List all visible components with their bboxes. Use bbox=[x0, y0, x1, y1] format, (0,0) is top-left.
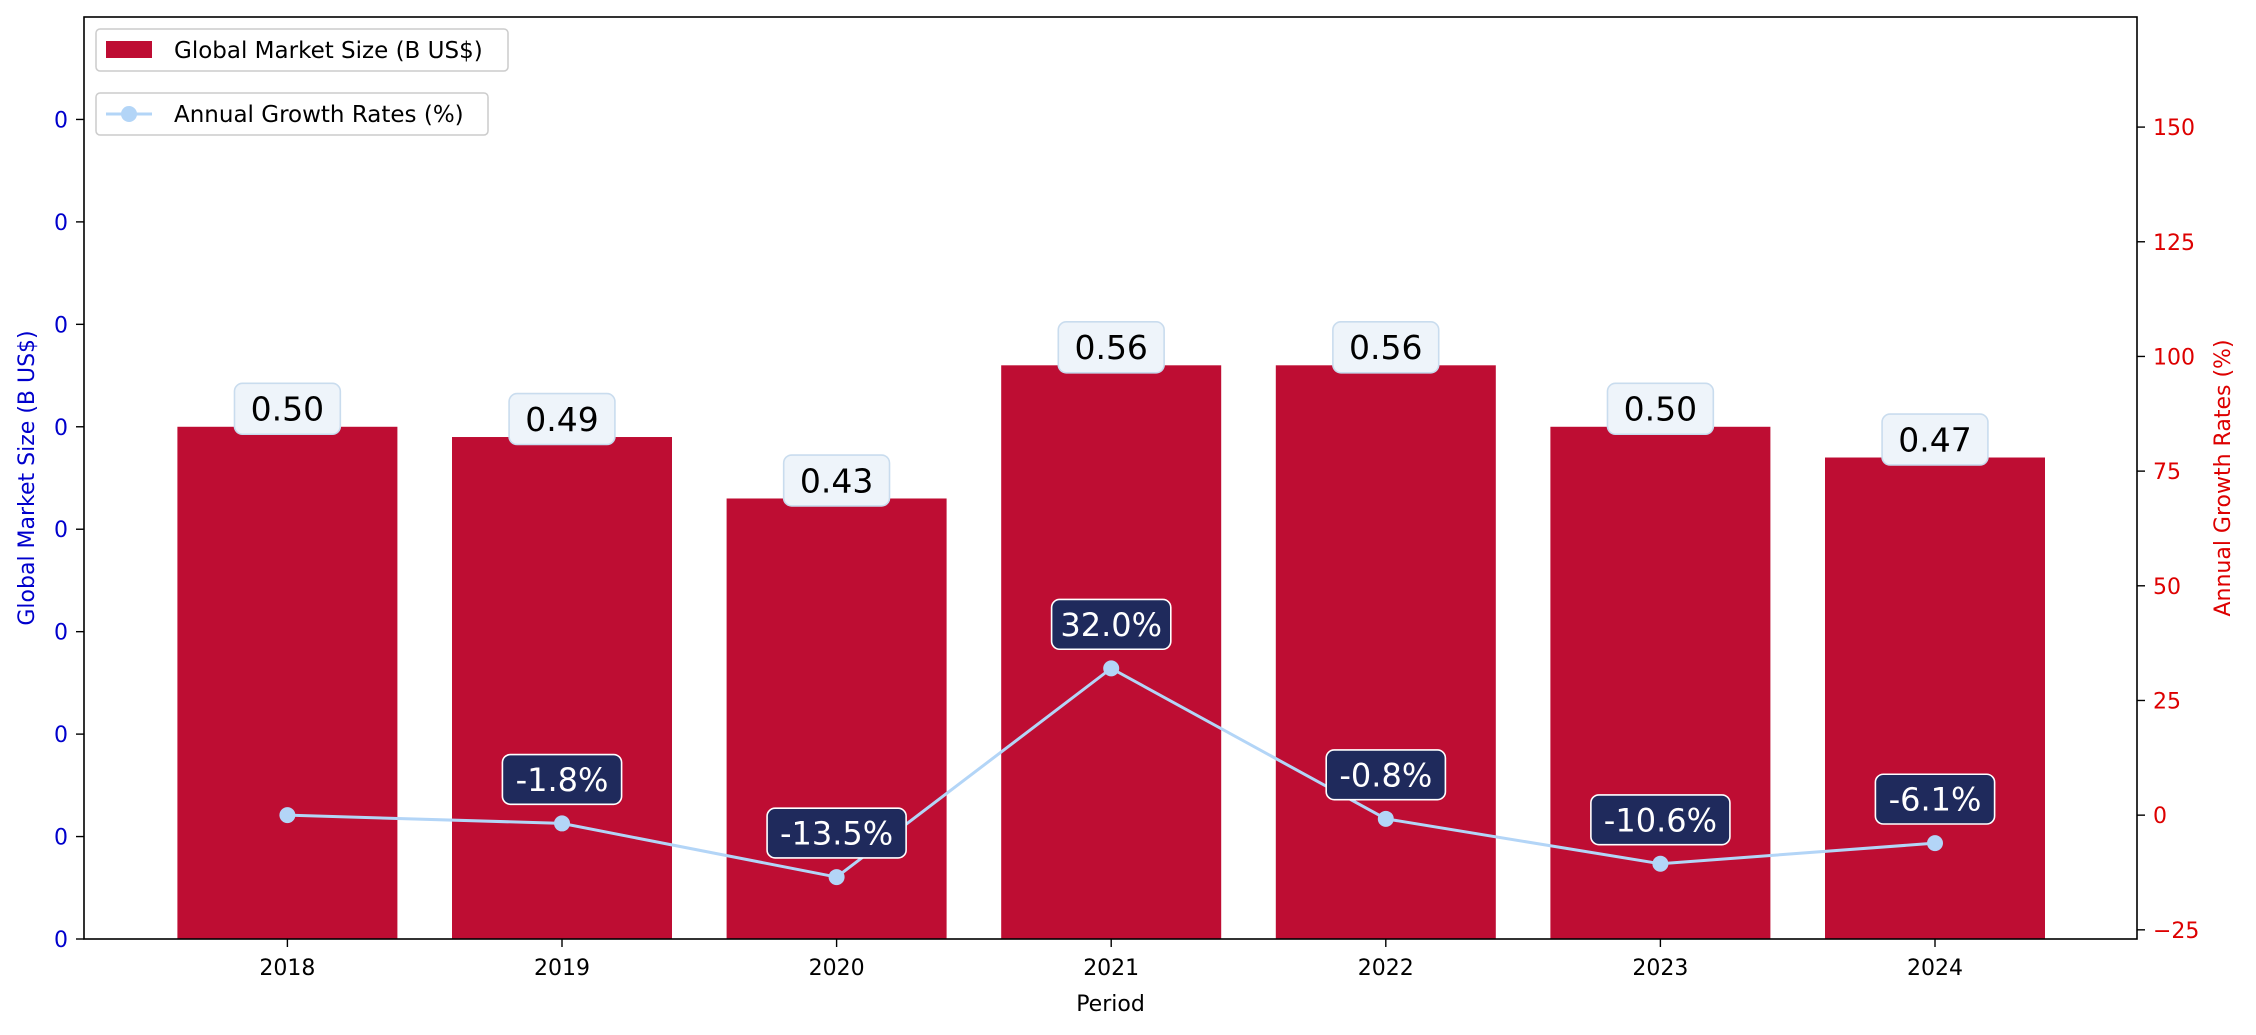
bar-value-label-text: 0.50 bbox=[1624, 390, 1697, 429]
bar-series-group bbox=[177, 365, 2045, 939]
bar-value-label: 0.56 bbox=[1057, 321, 1165, 374]
legend-box-line bbox=[95, 92, 489, 136]
bar-2023 bbox=[1550, 426, 1771, 939]
bar-value-label-box bbox=[782, 454, 891, 507]
y-left-tick-label: 0 bbox=[54, 108, 68, 133]
bar-value-label-text: 0.50 bbox=[251, 390, 324, 429]
y-right-tick-label: 50 bbox=[2153, 575, 2181, 600]
bar-value-label-box bbox=[508, 392, 616, 446]
bar-value-label: 0.50 bbox=[1606, 382, 1715, 436]
y-left-tick-label: 0 bbox=[54, 621, 68, 646]
y-left-tick-label: 0 bbox=[54, 518, 68, 543]
bar-value-label-text: 0.43 bbox=[800, 461, 873, 500]
x-tick-label: 2024 bbox=[1907, 956, 1963, 981]
growth-point-2022 bbox=[1377, 810, 1394, 827]
bar-value-label-box bbox=[1881, 413, 1989, 466]
legend-swatch-marker bbox=[121, 106, 137, 122]
growth-value-label-box bbox=[1050, 598, 1172, 651]
y-right-tick-label: 150 bbox=[2153, 116, 2195, 141]
growth-point-2019 bbox=[554, 815, 570, 832]
y-right-axis-title: Annual Growth Rates (%) bbox=[2211, 339, 2236, 616]
growth-value-label-text: -0.8% bbox=[1339, 756, 1432, 794]
growth-value-label-box bbox=[766, 807, 907, 859]
x-axis-title: Period bbox=[1076, 992, 1145, 1017]
bar-2019 bbox=[452, 437, 672, 939]
bar-value-label: 0.56 bbox=[1332, 321, 1440, 374]
growth-value-label-text: 32.0% bbox=[1060, 606, 1162, 644]
y-left-tick-label: 0 bbox=[54, 826, 68, 851]
bar-value-label: 0.43 bbox=[782, 454, 891, 507]
growth-value-label-text: -10.6% bbox=[1604, 801, 1717, 839]
growth-point-2023 bbox=[1652, 855, 1669, 872]
growth-point-2024 bbox=[1927, 835, 1943, 852]
y-left-tick-label: 0 bbox=[54, 211, 68, 236]
y-left-tick-label: 0 bbox=[54, 928, 68, 953]
line-labels-group: -1.8% -13.5% 32.0% -0.8% -10.6% -6.1% bbox=[501, 598, 1996, 859]
y-right-tick-label: 75 bbox=[2153, 460, 2181, 485]
x-tick-label: 2021 bbox=[1083, 956, 1139, 981]
growth-value-label-box bbox=[1874, 773, 1996, 825]
y-right-tick-label: 0 bbox=[2153, 804, 2167, 829]
growth-value-label-box bbox=[1590, 794, 1731, 846]
y-left-tick-label: 0 bbox=[54, 723, 68, 748]
growth-value-label: -1.8% bbox=[501, 753, 623, 806]
legend-box-bars bbox=[95, 28, 509, 72]
growth-value-label: -10.6% bbox=[1590, 794, 1731, 846]
bar-value-label: 0.47 bbox=[1881, 413, 1989, 466]
y-left-axis-title: Global Market Size (B US$) bbox=[15, 330, 40, 625]
bar-value-label-text: 0.49 bbox=[525, 400, 598, 439]
bar-labels-group: 0.50 0.49 0.43 0.56 0.56 0.50 0.47 bbox=[233, 321, 1989, 507]
y-right-tick-label: 125 bbox=[2153, 231, 2195, 256]
legend-label-bars: Global Market Size (B US$) bbox=[174, 38, 483, 64]
line-series-group bbox=[279, 660, 1943, 886]
y-right-tick-label: 25 bbox=[2153, 689, 2181, 714]
growth-value-label: -13.5% bbox=[766, 807, 907, 859]
bar-2018 bbox=[177, 426, 398, 939]
x-tick-label: 2023 bbox=[1632, 956, 1688, 981]
bar-2024 bbox=[1825, 457, 2045, 939]
bar-value-label-box bbox=[1332, 321, 1440, 374]
growth-value-label-box bbox=[501, 753, 623, 806]
legend-swatch-bars bbox=[106, 41, 152, 58]
growth-value-label: 32.0% bbox=[1050, 598, 1172, 651]
y-left-tick-label: 0 bbox=[54, 416, 68, 441]
growth-value-label: -6.1% bbox=[1874, 773, 1996, 825]
legend-label-line: Annual Growth Rates (%) bbox=[174, 102, 464, 128]
growth-point-2021 bbox=[1103, 660, 1120, 677]
bar-value-label-text: 0.56 bbox=[1349, 328, 1422, 367]
x-tick-label: 2019 bbox=[534, 956, 590, 981]
bar-value-label-box bbox=[233, 382, 342, 436]
bar-value-label-text: 0.47 bbox=[1898, 420, 1971, 459]
x-tick-label: 2020 bbox=[809, 956, 865, 981]
growth-value-label-text: -1.8% bbox=[516, 761, 609, 799]
bar-2021 bbox=[1001, 365, 1222, 939]
bar-value-label-box bbox=[1606, 382, 1715, 436]
y-right-tick-label: −25 bbox=[2153, 919, 2199, 944]
growth-point-2018 bbox=[279, 807, 296, 824]
x-tick-label: 2022 bbox=[1358, 956, 1414, 981]
bar-value-label-box bbox=[1057, 321, 1165, 374]
axes-group: 2018 2019 2020 2021 2022 2023 2024 Period 0 0 0 0 0 0… bbox=[15, 16, 2236, 1017]
bar-2022 bbox=[1275, 365, 1496, 939]
x-tick-label: 2018 bbox=[259, 956, 315, 981]
y-right-tick-label: 100 bbox=[2153, 345, 2195, 370]
growth-value-label: -0.8% bbox=[1325, 749, 1447, 801]
growth-value-label-text: -13.5% bbox=[780, 815, 893, 853]
bar-value-label: 0.49 bbox=[508, 392, 616, 446]
bar-value-label-text: 0.56 bbox=[1074, 328, 1147, 367]
growth-value-label-box bbox=[1325, 749, 1447, 801]
bar-value-label: 0.50 bbox=[233, 382, 342, 436]
y-left-tick-label: 0 bbox=[54, 313, 68, 338]
growth-value-label-text: -6.1% bbox=[1889, 781, 1982, 819]
bar-2020 bbox=[726, 498, 947, 939]
growth-point-2020 bbox=[828, 869, 845, 886]
legend: Global Market Size (B US$) Annual Growth … bbox=[95, 28, 509, 136]
